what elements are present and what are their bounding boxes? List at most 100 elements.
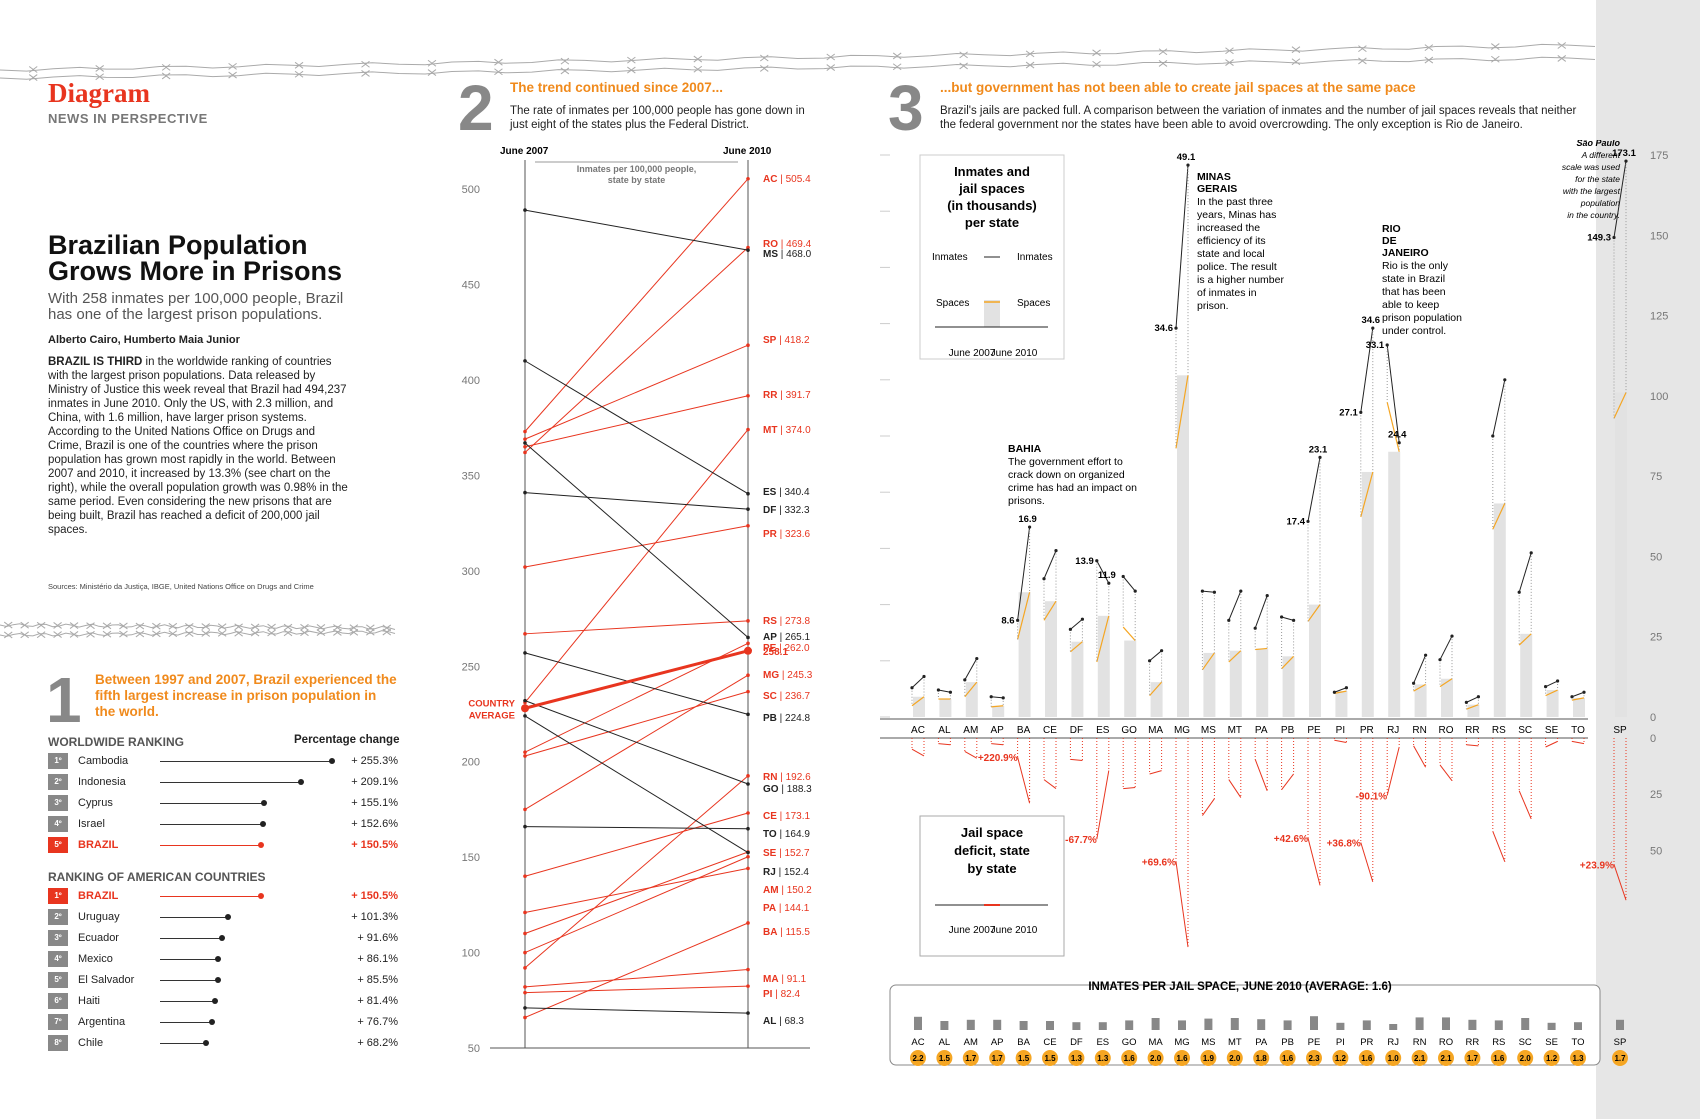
slope-label-code: AC [763,174,777,185]
wire-barb [228,71,237,79]
section1-number: 1 [46,664,82,736]
wire-barb [1225,47,1234,55]
spaces-line-rs [1492,503,1506,530]
rank-value: + 86.1% [357,953,398,965]
ratio-badge [1543,1050,1560,1066]
wire-barb [3,621,13,629]
wire-barb [294,70,304,78]
inmates-line-df [1070,618,1083,630]
rank-bar [160,824,263,825]
legend1-title-line: Inmates and [954,164,1030,179]
legend-spaces-bar [984,300,1000,327]
ratio-value: 1.5 [1044,1054,1056,1063]
slope-label-code: MS [763,249,778,260]
inmates-line-se [1545,680,1558,688]
deficit-change-label: +36.8% [1327,839,1361,850]
inmates-point-2010 [1450,634,1454,638]
ratio-value: 1.6 [1176,1054,1188,1063]
inmates-point-2010 [1239,589,1243,593]
wire-barb [826,64,836,71]
article-dek: With 258 inmates per 100,000 people, Bra… [48,290,344,323]
wire-barb [427,69,437,76]
slope-label-value: | 68.3 [776,1016,804,1027]
slope-note: Inmates per 100,000 people, state by stat… [577,164,697,185]
ratio-bar [1283,1020,1292,1030]
ratio-badge [1174,1050,1190,1066]
spaces-line-ba [1017,592,1031,640]
annotation-rio-title: RIO [1382,223,1401,235]
spaces-bar-mg [1177,375,1189,717]
inmates-point-2007 [1121,574,1125,579]
deficit-change-label: -67.7% [1065,835,1097,846]
inmates-label-2007: 34.6 [1155,323,1174,334]
slope-point-2010 [746,635,750,640]
spaces-line-sc [1518,633,1532,646]
slope-point-2007 [523,807,527,812]
ratio-badge [1200,1050,1217,1066]
spaces-line-ce [1043,600,1057,621]
inmates-line-sc [1518,552,1532,593]
inmates-line-ro [1439,635,1453,660]
ratio-bar [1521,1018,1530,1030]
wire-barb [1225,59,1234,66]
spaces-bar-df [1071,641,1084,717]
spaces-line-ro [1439,678,1453,688]
state-code-ce: CE [1043,725,1057,736]
section3-heading: ...but government has not been able to c… [940,80,1416,95]
inmates-label-2007: 17.4 [1287,516,1306,527]
legend1-title-line: jail spaces [958,181,1025,196]
spaces-bar-am [965,682,978,717]
inmates-point-2010 [1107,581,1111,585]
deficit-line-rr [1466,744,1479,747]
masthead-subtitle: NEWS IN PERSPECTIVE [48,111,208,126]
legend1-title: Inmates and jail spaces (in thousands) per … [947,164,1037,230]
sp-ytick: 175 [1650,150,1668,162]
section2-number: 2 [458,72,494,144]
ratio-bar [914,1016,922,1030]
slope-point-2010 [746,245,750,250]
ratio-badge [1464,1050,1481,1066]
state-code-pr: PR [1360,725,1374,736]
ratio-value: 1.9 [1203,1054,1215,1063]
slope-label-value: | 150.2 [779,885,813,896]
slope-label-value: | 152.4 [776,867,810,878]
spaces-line-ms [1201,652,1215,671]
rank-country: Haiti [78,995,101,1007]
slope-label-rj: RJ | 152.4 [763,867,809,878]
rank-country: Argentina [78,1016,126,1028]
ratio-bar [1046,1021,1054,1030]
state-code-ma: MA [1148,725,1163,736]
legend-spaces-left: Spaces [936,298,969,309]
wire-barb [217,629,227,637]
ratio-state-code: RN [1413,1037,1427,1048]
slope-average-label-line1: COUNTRY [468,698,515,709]
wire-barb [759,54,769,62]
inmates-point-2007 [1385,343,1389,347]
ratio-bar [1547,1022,1556,1030]
spaces-bar-ro [1441,678,1453,717]
slope-line-to [524,826,749,830]
rank-dot [202,1040,209,1046]
spaces-bar-sp [1615,392,1627,717]
slope-point-2010 [746,984,750,988]
spaces-bar-se [1546,690,1559,717]
annotation-minas-gerais-line: police. The result [1197,261,1277,273]
ratio-state-code: SP [1614,1037,1627,1048]
inmates-point-2007 [910,686,914,690]
article-title: Brazilian Population Grows More in Priso… [48,230,343,286]
wire-barb [201,630,211,637]
worldwide-ranking-title: WORLDWIDE RANKING [48,735,184,749]
slope-point-2010 [746,854,750,859]
slope-label-code: MT [763,425,777,436]
slope-line-pa [524,867,749,913]
annotation-bahia: BAHIA The government effort to crack down … [1008,443,1137,507]
deficit-line-se [1545,740,1558,748]
inmates-label-2007: 149.3 [1587,233,1611,244]
inmates-point-2010 [1160,649,1164,653]
article-byline: Alberto Cairo, Humberto Maia Junior [48,334,240,346]
ratio-bar [1257,1019,1266,1030]
inmates-point-2010 [1186,163,1190,167]
spaces-line-ma [1149,681,1163,697]
slope-label-value: | 273.8 [777,616,811,627]
inmates-point-2007 [1280,615,1284,619]
